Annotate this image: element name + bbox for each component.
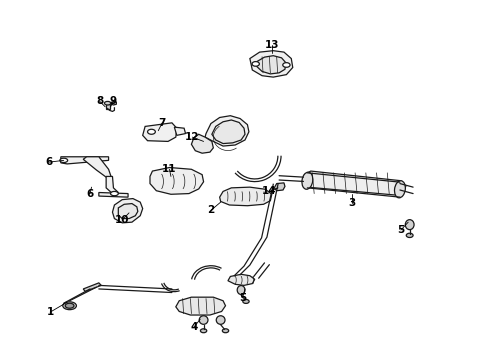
- Polygon shape: [83, 157, 111, 177]
- Ellipse shape: [394, 181, 405, 198]
- Text: 9: 9: [110, 96, 117, 107]
- Polygon shape: [220, 187, 272, 206]
- Polygon shape: [106, 104, 110, 109]
- Text: 10: 10: [115, 215, 129, 225]
- Polygon shape: [212, 120, 245, 144]
- Ellipse shape: [216, 316, 225, 324]
- Text: 1: 1: [47, 307, 54, 317]
- Ellipse shape: [200, 329, 207, 333]
- Ellipse shape: [237, 285, 245, 294]
- Polygon shape: [106, 176, 118, 194]
- Text: 6: 6: [86, 189, 94, 199]
- Polygon shape: [143, 123, 177, 141]
- Text: 8: 8: [96, 96, 103, 107]
- Text: 4: 4: [190, 322, 197, 332]
- Polygon shape: [176, 297, 225, 315]
- Polygon shape: [205, 116, 249, 146]
- Ellipse shape: [111, 192, 118, 196]
- Polygon shape: [228, 274, 255, 285]
- Text: 13: 13: [265, 40, 279, 50]
- Ellipse shape: [104, 102, 111, 105]
- Text: 6: 6: [46, 157, 53, 167]
- Polygon shape: [302, 171, 406, 195]
- Text: 5: 5: [239, 293, 246, 303]
- Text: 11: 11: [162, 164, 177, 174]
- Ellipse shape: [147, 129, 155, 134]
- Polygon shape: [61, 157, 109, 164]
- Polygon shape: [150, 167, 203, 194]
- Polygon shape: [118, 203, 138, 219]
- Polygon shape: [257, 56, 286, 74]
- Ellipse shape: [283, 63, 290, 67]
- Text: 14: 14: [262, 186, 277, 197]
- Polygon shape: [83, 283, 101, 292]
- Ellipse shape: [243, 300, 249, 303]
- Polygon shape: [274, 183, 285, 191]
- Polygon shape: [113, 199, 143, 223]
- Ellipse shape: [302, 172, 313, 189]
- Polygon shape: [174, 127, 186, 135]
- Text: 12: 12: [185, 132, 199, 142]
- Text: 5: 5: [397, 225, 405, 235]
- Polygon shape: [112, 102, 116, 105]
- Text: 3: 3: [348, 198, 356, 208]
- Polygon shape: [192, 134, 213, 153]
- Ellipse shape: [252, 62, 259, 66]
- Text: 7: 7: [158, 118, 166, 128]
- Ellipse shape: [222, 329, 229, 333]
- Polygon shape: [250, 51, 293, 77]
- Ellipse shape: [406, 233, 413, 238]
- Ellipse shape: [65, 303, 74, 308]
- Ellipse shape: [405, 220, 414, 230]
- Ellipse shape: [60, 158, 68, 162]
- Polygon shape: [99, 193, 128, 197]
- Text: 2: 2: [207, 205, 215, 215]
- Ellipse shape: [63, 302, 76, 310]
- Ellipse shape: [199, 316, 208, 324]
